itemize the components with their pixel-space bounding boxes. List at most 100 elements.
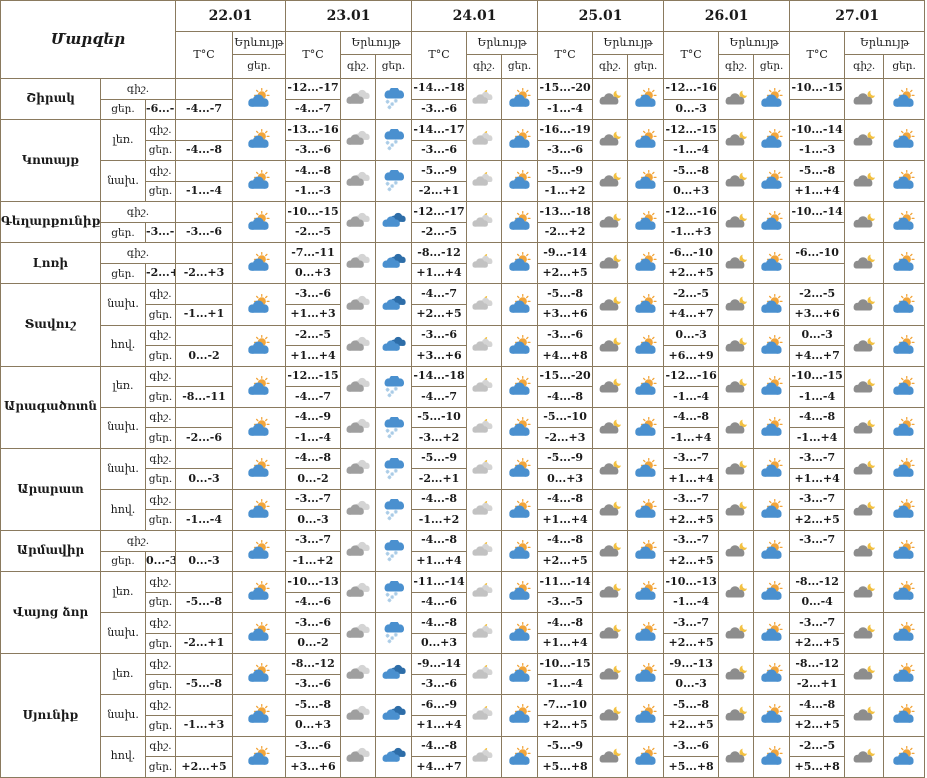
weather-icon-cell — [753, 653, 791, 696]
weather-icon-cell — [718, 77, 755, 121]
weather-icon-cell — [501, 242, 539, 285]
date-header-4: 25.01 — [537, 0, 665, 32]
moon-light-clouds-icon — [472, 499, 494, 515]
day-temp-cell: +5...+8 — [663, 756, 720, 778]
day-temp-cell: 0...+3 — [663, 180, 720, 203]
weather-icon-cell — [340, 365, 377, 408]
weather-icon-cell — [844, 242, 885, 285]
weather-icon-cell — [466, 447, 503, 490]
night-temp-cell — [175, 571, 234, 593]
night-temp-cell: -2...-5 — [285, 324, 342, 347]
day-temp-cell: +2...+5 — [175, 756, 234, 778]
day-temp-cell: +3...+6 — [285, 756, 342, 778]
weather-icon-cell — [232, 324, 287, 367]
weather-icon-cell — [375, 653, 413, 696]
weather-icon-cell — [627, 530, 665, 573]
temp-header: T°C — [663, 31, 720, 79]
weather-icon-cell — [375, 242, 413, 285]
moon-cloud-icon — [853, 746, 878, 763]
day-temp-cell: -1...-4 — [537, 673, 594, 696]
day-temp-cell: -1...+2 — [285, 550, 342, 573]
weather-icon-cell — [375, 488, 413, 532]
night-label-cell: գիշ. — [144, 160, 177, 182]
day-temp-cell: -3...-6 — [411, 673, 468, 696]
table-body: Շիրակ գիշ. -12...-17 -14...-18 -15...-20 -12.… — [0, 77, 926, 778]
moon-cloud-icon — [853, 664, 878, 680]
weather-icon-cell — [883, 77, 926, 121]
night-temp-cell: -12...-16 — [663, 365, 720, 388]
weather-icon-cell — [592, 447, 629, 490]
weather-icon-cell — [718, 119, 755, 162]
moon-cloud-icon — [853, 582, 878, 598]
moon-cloud-icon — [599, 294, 624, 311]
moon-cloud-icon — [725, 88, 750, 105]
day-temp-cell: -1...-4 — [663, 386, 720, 408]
moon-light-clouds-icon — [472, 622, 494, 638]
moon-cloud-icon — [853, 212, 878, 228]
region-cell: Արմավիր — [0, 530, 101, 573]
blue-clouds-icon — [382, 295, 406, 310]
moon-light-clouds-icon — [472, 375, 494, 392]
weather-icon-cell — [753, 530, 791, 573]
weather-icon-cell — [753, 571, 791, 614]
day-temp-cell: -3...-6 — [175, 221, 234, 244]
moon-cloud-icon — [725, 746, 750, 763]
sun-cloud-icon — [634, 416, 657, 436]
moon-cloud-icon — [599, 171, 624, 187]
gray-clouds-icon — [346, 130, 370, 145]
day-temp-cell: -1...+2 — [411, 509, 468, 532]
night-label-cell: գիշ. — [99, 201, 177, 223]
night-temp-cell: -3...-7 — [789, 612, 846, 634]
weather-icon-cell — [844, 488, 885, 532]
weather-icon-cell — [753, 406, 791, 449]
sublocation-cell: լեռ. — [100, 653, 146, 696]
day-temp-cell: -2...+3 — [537, 427, 594, 449]
weather-icon-cell — [627, 406, 665, 449]
weather-icon-cell — [883, 201, 926, 244]
weather-icon-cell — [718, 571, 755, 614]
day-temp-cell: -1...-3 — [789, 139, 846, 162]
weather-icon-cell — [592, 365, 629, 408]
night-temp-cell: -4...-8 — [663, 406, 720, 429]
weather-icon-cell — [501, 324, 539, 367]
weather-icon-cell — [844, 735, 885, 778]
gray-clouds-icon — [346, 254, 370, 269]
moon-cloud-icon — [599, 458, 624, 475]
moon-cloud-icon — [725, 130, 750, 146]
night-temp-cell: -2...-5 — [663, 283, 720, 306]
snow-cloud-icon — [384, 375, 404, 398]
weather-icon-cell — [883, 612, 926, 655]
sun-cloud-icon — [634, 334, 657, 354]
weather-icon-cell — [844, 283, 885, 326]
sun-cloud-icon — [508, 293, 531, 313]
day-temp-cell: -5...-8 — [175, 673, 234, 696]
weather-icon-cell — [718, 447, 755, 490]
night-temp-cell: -10...-14 — [789, 119, 846, 141]
day-temp-cell: -2...+2 — [537, 221, 594, 244]
weather-icon-cell — [501, 77, 539, 121]
night-temp-cell: -4...-8 — [537, 612, 594, 634]
sun-cloud-icon — [508, 663, 531, 683]
night-temp-cell: -3...-6 — [537, 324, 594, 347]
weather-icon-cell — [718, 406, 755, 449]
day-temp-cell: -1...-4 — [663, 139, 720, 162]
weather-icon-cell — [232, 653, 287, 696]
sublocation-cell: նախ. — [100, 612, 146, 655]
day-temp-cell: +1...+4 — [285, 345, 342, 367]
night-temp-cell: -5...-8 — [285, 694, 342, 716]
weather-icon-cell — [753, 365, 791, 408]
day-label-cell: ցեր. — [144, 386, 177, 408]
day-temp-cell: 0...-3 — [285, 509, 342, 532]
moon-light-clouds-icon — [472, 416, 494, 433]
day-temp-cell: -5...-8 — [175, 591, 234, 614]
night-label-cell: գիշ. — [144, 406, 177, 429]
phenomenon-header: Երևույթ — [718, 31, 791, 55]
weather-icon-cell — [753, 283, 791, 326]
sun-cloud-icon — [634, 457, 657, 477]
weather-icon-cell — [232, 612, 287, 655]
night-temp-cell: -10...-15 — [789, 78, 846, 100]
weather-icon-cell — [627, 694, 665, 737]
night-temp-cell: -5...-9 — [537, 447, 594, 470]
weather-icon-cell — [592, 653, 629, 696]
weather-icon-cell — [501, 612, 539, 655]
